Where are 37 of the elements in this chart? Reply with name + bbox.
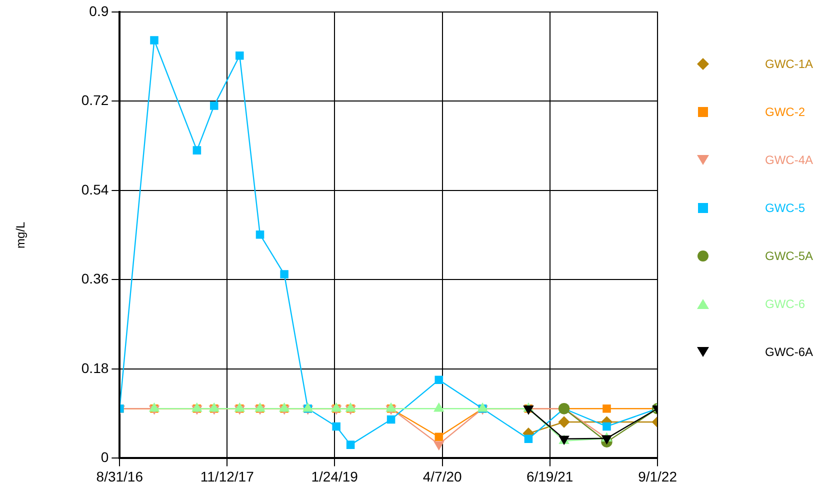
y-tick-label: 0 [100, 449, 109, 466]
point [434, 403, 444, 412]
point [602, 422, 611, 431]
point [192, 146, 202, 154]
text: GWC-6A [765, 345, 813, 359]
text: GWC-2 [765, 105, 805, 119]
y-tick-label: 0.18 [81, 360, 109, 376]
x-tick-label: 11/12/17 [200, 468, 254, 484]
y-tick-label: 0.54 [81, 181, 109, 198]
point [280, 270, 288, 278]
point [434, 441, 444, 450]
x-tick-label: 4/7/20 [422, 468, 462, 484]
x-tick-label: 1/24/19 [311, 468, 358, 484]
point [332, 422, 340, 431]
text: GWC-4A [765, 153, 813, 167]
text: GWC-6 [765, 297, 805, 311]
text: GWC-1A [765, 57, 813, 71]
point [386, 415, 396, 424]
point [602, 404, 611, 413]
point [558, 416, 570, 428]
text: GWC-5A [765, 249, 813, 263]
y-tick-label: 0.36 [81, 270, 109, 287]
x-tick-label: 9/1/22 [638, 468, 678, 484]
point [150, 36, 158, 44]
text: GWC-5 [765, 201, 805, 215]
x-tick-label: 6/19/21 [526, 468, 574, 484]
point [434, 376, 444, 384]
x-tick-label: 8/31/16 [96, 468, 144, 484]
point [236, 51, 244, 60]
y-tick-label: 0.9 [89, 2, 109, 19]
y-axis-title: mg/L [14, 221, 28, 248]
point [434, 432, 444, 442]
point [210, 102, 218, 110]
point [346, 440, 355, 449]
y-tick-label: 0.72 [81, 92, 109, 108]
point [256, 230, 264, 239]
point [524, 434, 533, 443]
